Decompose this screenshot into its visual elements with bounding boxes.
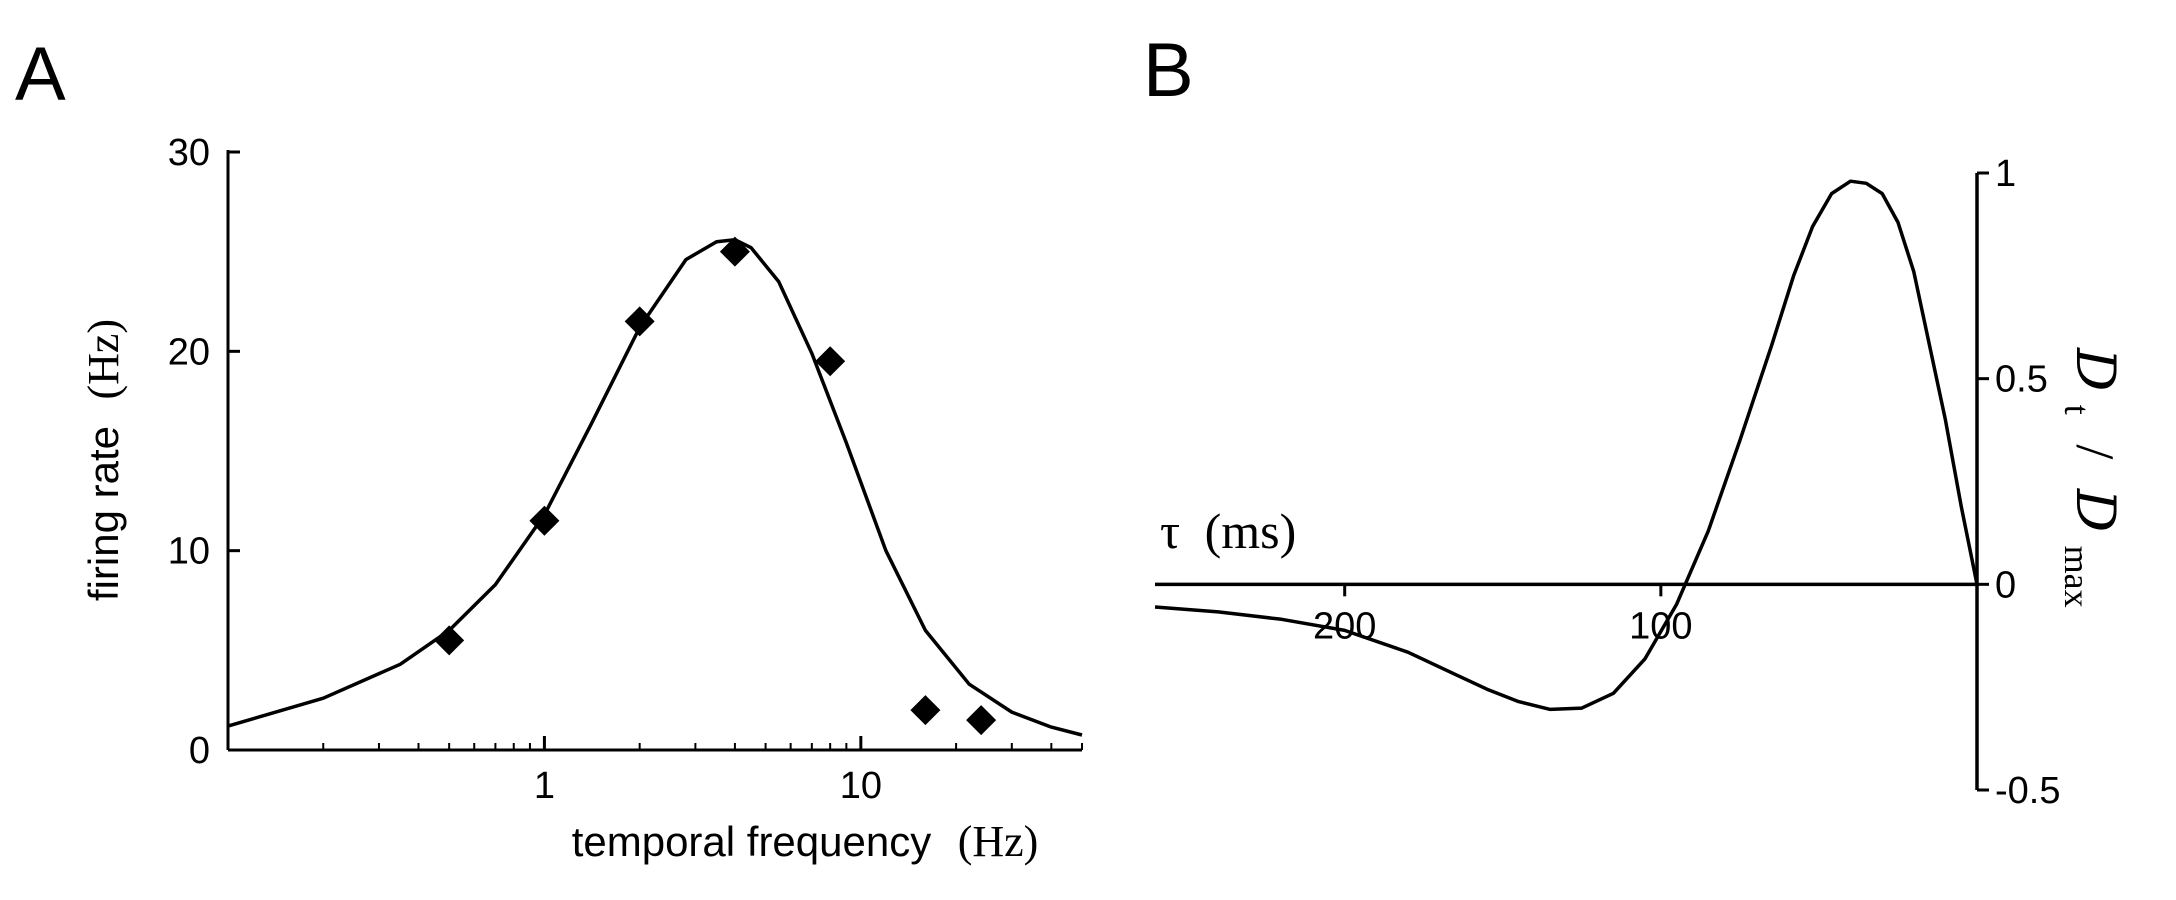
panel-a-y-tick-label: 10 [168, 531, 210, 573]
panel-a-data-point [966, 705, 997, 736]
panel-b-x-axis-unit: (ms) [1205, 503, 1297, 559]
panel-b-chart: 200 100-0.500.51 τ (ms) D t / D max [1154, 153, 2127, 812]
panel-b-curve [1154, 179, 1979, 712]
panel-b-axes: 200 100-0.500.51 [1155, 153, 2060, 812]
panel-a-y-axis-unit: (Hz) [79, 319, 128, 400]
panel-b-y-numerator: D [2064, 347, 2127, 391]
panel-b-x-axis-symbol: τ [1160, 503, 1180, 559]
panel-b-y-numerator-sub: t [2057, 405, 2097, 415]
panel-a-y-tick-label: 20 [168, 331, 210, 373]
panel-a-x-tick-label: 10 [840, 765, 882, 807]
panel-b-x-axis-label: τ (ms) [1160, 503, 1296, 559]
panel-a-data-point [815, 346, 846, 377]
panel-a-x-axis-title: temporal frequency [572, 818, 932, 865]
panel-a-data-point [910, 695, 941, 726]
panel-a-x-tick-label: 1 [534, 765, 555, 807]
panel-b-axis-labels: τ (ms) D t / D max [1160, 347, 2127, 608]
panel-b-y-tick-label: 0 [1995, 564, 2016, 606]
panel-a-data-points [434, 236, 997, 736]
panel-a-axis-labels: temporal frequency (Hz) firing rate (Hz) [79, 319, 1038, 866]
panel-a-data-point [529, 505, 560, 536]
panel-b-y-tick-label: 0.5 [1995, 359, 2048, 401]
panel-a-label: A [15, 32, 66, 117]
panel-a-chart: 1 10 0 10 20 30 temporal frequency (Hz) firin… [79, 132, 1083, 866]
panel-b-y-axis-label: D t / D max [2053, 347, 2127, 608]
panel-a-axes: 1 10 0 10 20 30 [168, 132, 1083, 807]
panel-b-curve-group [1154, 179, 1979, 712]
panel-a-x-axis-label: temporal frequency (Hz) [572, 817, 1039, 866]
panel-a-fit-curve-group [227, 237, 1083, 737]
panel-a-y-tick-label: 0 [189, 730, 210, 772]
panel-b-y-denominator: D [2064, 488, 2127, 532]
panel-b-label: B [1143, 28, 1194, 113]
panel-a-data-point [719, 236, 750, 267]
panel-b-y-separator: / [2065, 444, 2125, 459]
panel-b-y-tick-label: -0.5 [1995, 770, 2060, 812]
panel-a-fit-curve [227, 237, 1083, 737]
panel-a-y-tick-label: 30 [168, 132, 210, 174]
panel-a-data-point [624, 306, 655, 337]
panel-b-y-denominator-sub: max [2057, 546, 2097, 608]
panel-a-x-axis-unit: (Hz) [958, 817, 1039, 866]
panel-a-data-point [434, 625, 465, 656]
panel-b-x-tick-label: 100 [1629, 605, 1692, 647]
panel-a-y-axis-title: firing rate [80, 426, 127, 601]
panel-a-y-axis-label: firing rate (Hz) [79, 319, 128, 601]
panel-b-y-tick-label: 1 [1995, 153, 2016, 195]
